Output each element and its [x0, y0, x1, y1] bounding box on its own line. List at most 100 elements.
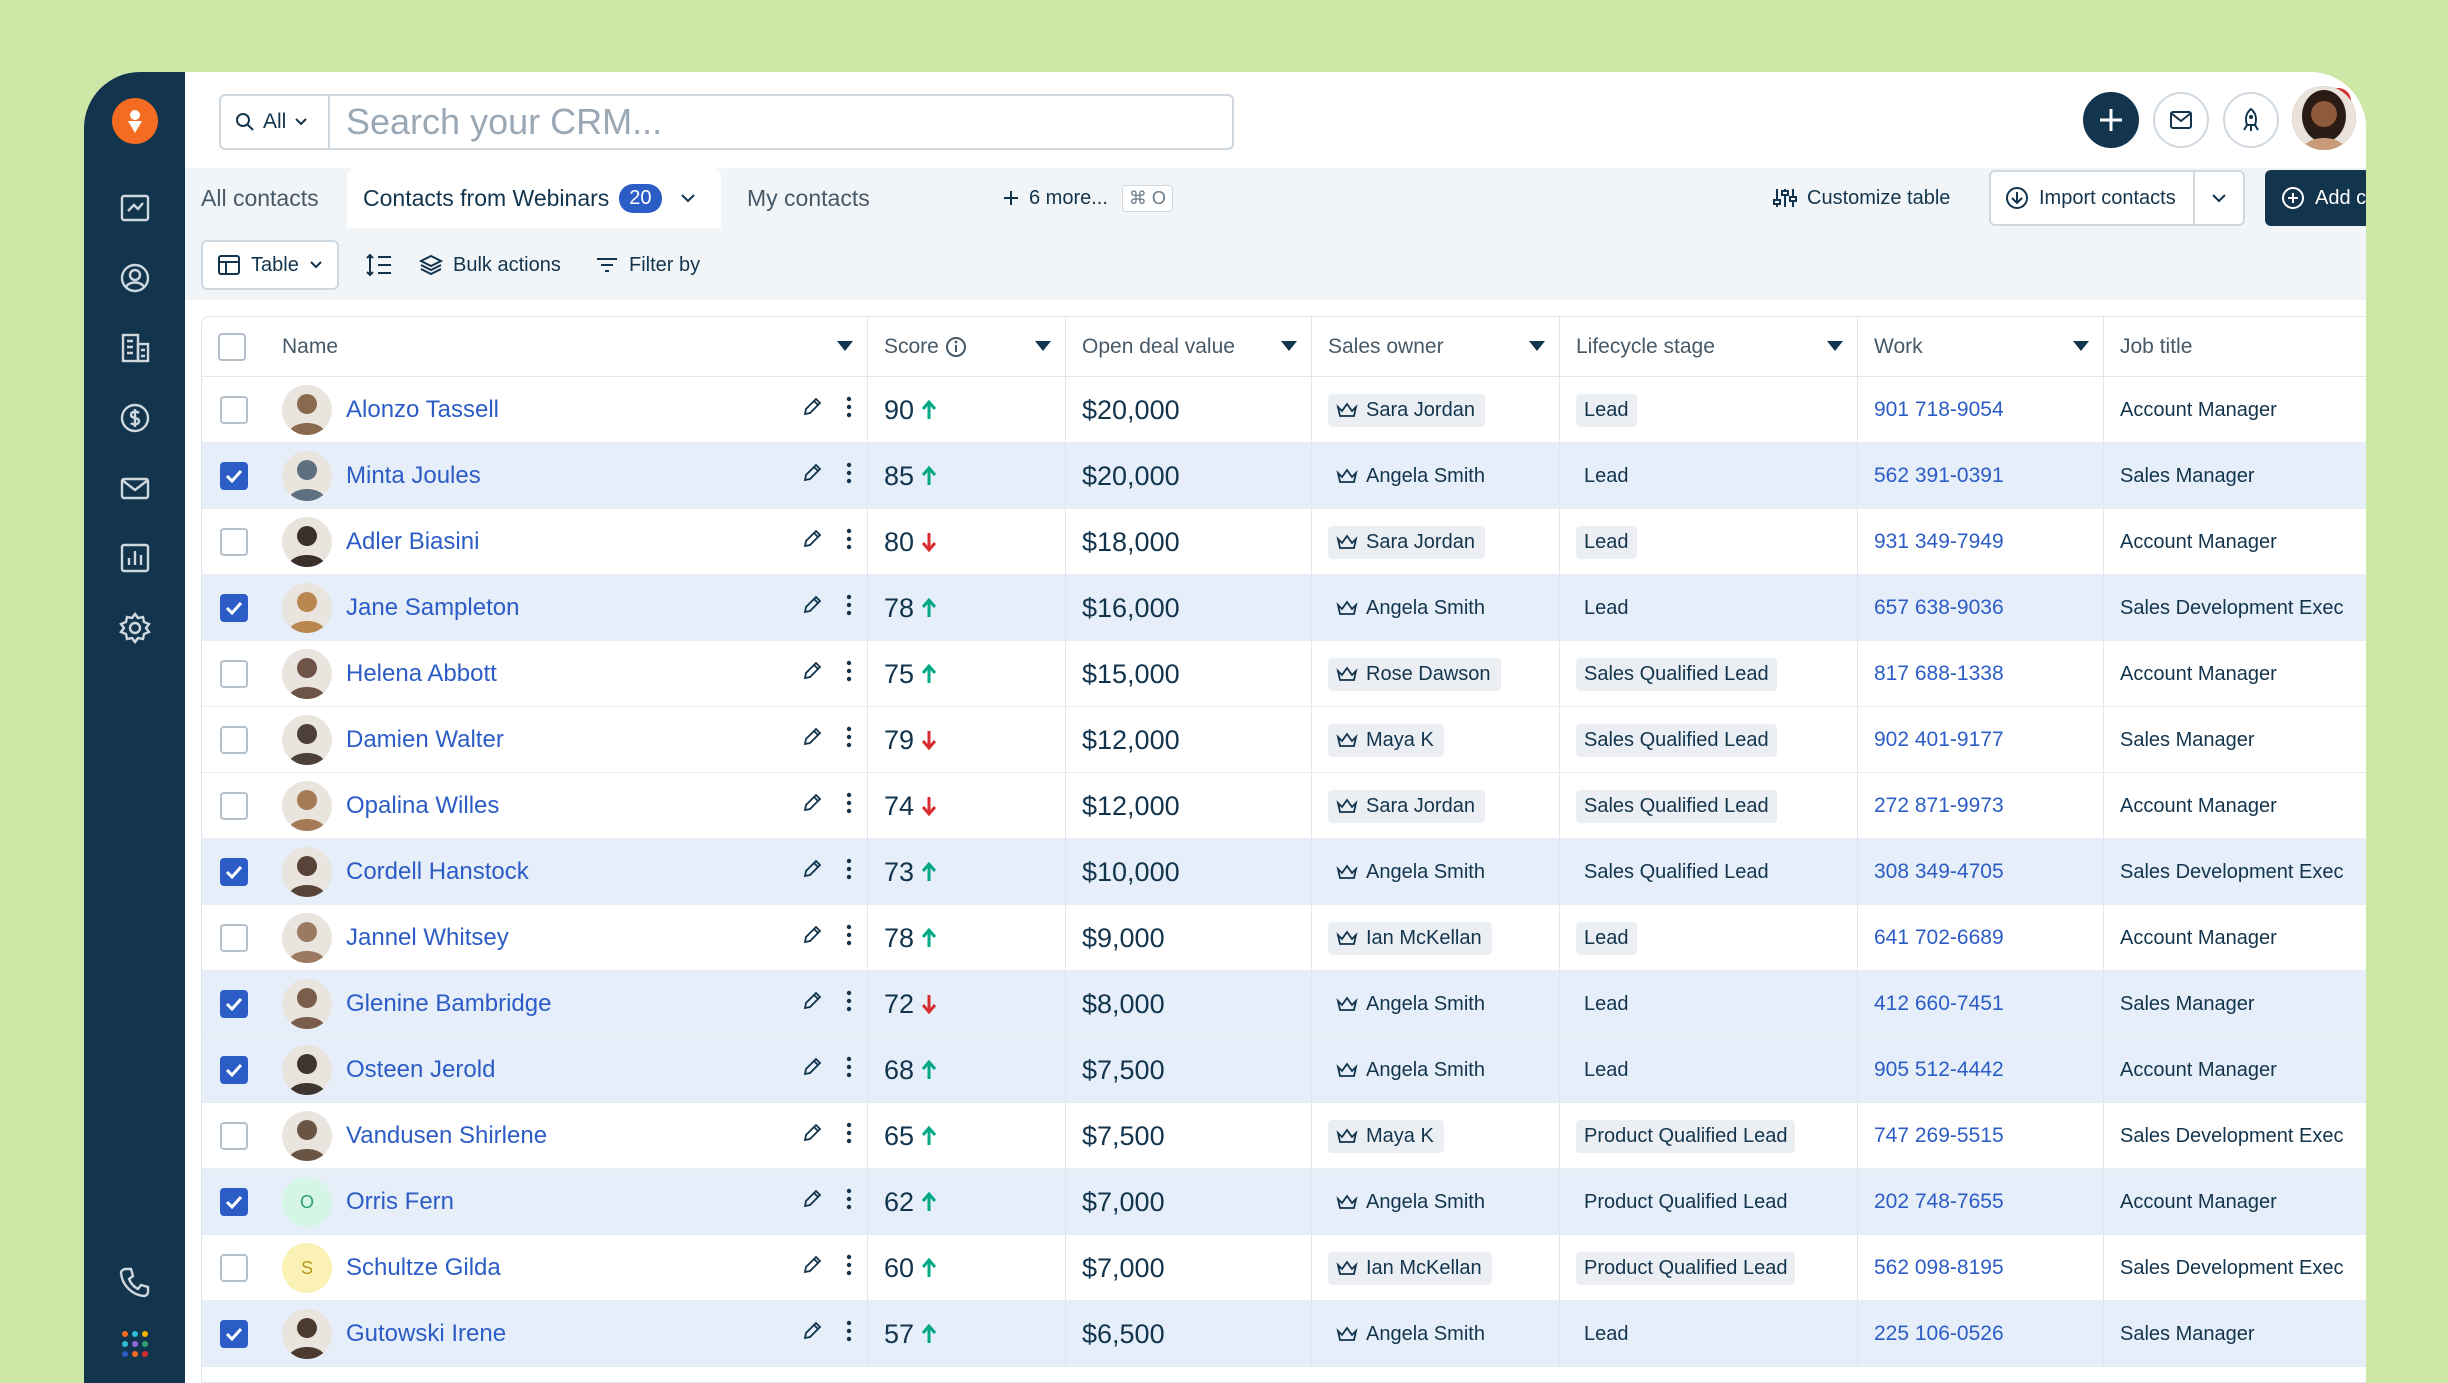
table-row[interactable]: Vandusen Shirlene 65 $7,500 Maya K Product Q…	[202, 1103, 2366, 1169]
edit-pencil-icon[interactable]	[801, 924, 823, 946]
contact-name-link[interactable]: Alonzo Tassell	[346, 396, 499, 423]
owner-pill[interactable]: Sara Jordan	[1328, 525, 1485, 559]
info-icon[interactable]	[945, 336, 967, 358]
contact-name-link[interactable]: Opalina Willes	[346, 792, 500, 819]
edit-pencil-icon[interactable]	[801, 396, 823, 418]
row-checkbox[interactable]	[220, 1188, 248, 1216]
search-input[interactable]: Search your CRM...	[330, 94, 1234, 150]
work-phone-link[interactable]: 817 688-1338	[1874, 662, 2004, 685]
edit-pencil-icon[interactable]	[801, 990, 823, 1012]
lifecycle-stage-pill[interactable]: Lead	[1576, 921, 1637, 955]
row-checkbox[interactable]	[220, 858, 248, 886]
lifecycle-stage-pill[interactable]: Product Qualified Lead	[1576, 1251, 1796, 1285]
owner-pill[interactable]: Maya K	[1328, 1119, 1444, 1153]
sort-caret-icon[interactable]	[1827, 341, 1843, 351]
contact-name-link[interactable]: Jannel Whitsey	[346, 924, 509, 951]
work-phone-link[interactable]: 272 871-9973	[1874, 794, 2004, 817]
row-checkbox[interactable]	[220, 1254, 248, 1282]
table-row[interactable]: Jane Sampleton 78 $16,000 Angela Smith Lead 6…	[202, 575, 2366, 641]
table-row[interactable]: S Schultze Gilda 60 $7,000 Ian McKellan Produ…	[202, 1235, 2366, 1301]
lifecycle-stage-pill[interactable]: Sales Qualified Lead	[1576, 657, 1777, 691]
column-name[interactable]: Name	[266, 317, 868, 377]
customize-table-button[interactable]: Customize table	[1773, 170, 1950, 226]
contact-name-link[interactable]: Minta Joules	[346, 462, 481, 489]
work-phone-link[interactable]: 412 660-7451	[1874, 992, 2004, 1015]
row-checkbox[interactable]	[220, 660, 248, 688]
lifecycle-stage-pill[interactable]: Lead	[1584, 596, 1629, 619]
bulk-actions-button[interactable]: Bulk actions	[419, 240, 561, 290]
lifecycle-stage-pill[interactable]: Sales Qualified Lead	[1584, 860, 1769, 883]
tab-contacts-from-webinars[interactable]: Contacts from Webinars 20	[347, 168, 721, 228]
column-open-deal-value[interactable]: Open deal value	[1066, 317, 1312, 377]
owner-pill[interactable]: Ian McKellan	[1328, 1251, 1492, 1285]
more-options-icon[interactable]	[845, 1319, 853, 1343]
sort-caret-icon[interactable]	[1035, 341, 1051, 351]
chevron-down-icon[interactable]	[680, 193, 696, 203]
settings-icon[interactable]	[115, 608, 155, 648]
table-row[interactable]: Damien Walter 79 $12,000 Maya K Sales Qualif…	[202, 707, 2366, 773]
edit-pencil-icon[interactable]	[801, 528, 823, 550]
column-lifecycle-stage[interactable]: Lifecycle stage	[1560, 317, 1858, 377]
lifecycle-stage-pill[interactable]: Product Qualified Lead	[1576, 1119, 1796, 1153]
work-phone-link[interactable]: 905 512-4442	[1874, 1058, 2004, 1081]
mail-icon[interactable]	[115, 468, 155, 508]
contact-name-link[interactable]: Schultze Gilda	[346, 1254, 501, 1281]
tab-my-contacts[interactable]: My contacts	[747, 184, 870, 211]
more-options-icon[interactable]	[845, 1187, 853, 1211]
work-phone-link[interactable]: 641 702-6689	[1874, 926, 2004, 949]
owner-pill[interactable]: Angela Smith	[1328, 988, 1495, 1021]
table-row[interactable]: Minta Joules 85 $20,000 Angela Smith Lead 562…	[202, 443, 2366, 509]
edit-pencil-icon[interactable]	[801, 594, 823, 616]
contact-name-link[interactable]: Damien Walter	[346, 726, 504, 753]
sort-caret-icon[interactable]	[1281, 341, 1297, 351]
more-options-icon[interactable]	[845, 1253, 853, 1277]
owner-pill[interactable]: Angela Smith	[1328, 592, 1495, 625]
row-checkbox[interactable]	[220, 990, 248, 1018]
dollar-icon[interactable]	[115, 398, 155, 438]
lifecycle-stage-pill[interactable]: Lead	[1584, 464, 1629, 487]
table-row[interactable]: Helena Abbott 75 $15,000 Rose Dawson Sales Q…	[202, 641, 2366, 707]
edit-pencil-icon[interactable]	[801, 792, 823, 814]
import-options-dropdown[interactable]	[2193, 170, 2245, 226]
edit-pencil-icon[interactable]	[801, 660, 823, 682]
owner-pill[interactable]: Angela Smith	[1328, 460, 1495, 493]
user-icon[interactable]	[115, 258, 155, 298]
table-row[interactable]: Jannel Whitsey 78 $9,000 Ian McKellan Lead 64…	[202, 905, 2366, 971]
table-row[interactable]: Alonzo Tassell 90 $20,000 Sara Jordan Lead 90…	[202, 377, 2366, 443]
contact-name-link[interactable]: Adler Biasini	[346, 528, 480, 555]
table-row[interactable]: Gutowski Irene 57 $6,500 Angela Smith Lead 22…	[202, 1301, 2366, 1367]
edit-pencil-icon[interactable]	[801, 462, 823, 484]
launch-button[interactable]	[2223, 92, 2279, 148]
create-new-button[interactable]	[2083, 92, 2139, 148]
lifecycle-stage-pill[interactable]: Lead	[1584, 1322, 1629, 1345]
lifecycle-stage-pill[interactable]: Lead	[1576, 393, 1637, 427]
owner-pill[interactable]: Angela Smith	[1328, 1318, 1495, 1351]
import-contacts-button[interactable]: Import contacts	[1989, 170, 2195, 226]
sort-caret-icon[interactable]	[1529, 341, 1545, 351]
work-phone-link[interactable]: 747 269-5515	[1874, 1124, 2004, 1147]
lifecycle-stage-pill[interactable]: Lead	[1584, 1058, 1629, 1081]
contacts-list-icon[interactable]	[115, 188, 155, 228]
user-avatar[interactable]	[2292, 86, 2356, 150]
row-density-button[interactable]	[365, 240, 393, 290]
reports-icon[interactable]	[115, 538, 155, 578]
lifecycle-stage-pill[interactable]: Sales Qualified Lead	[1576, 789, 1777, 823]
owner-pill[interactable]: Angela Smith	[1328, 1186, 1495, 1219]
row-checkbox[interactable]	[220, 1122, 248, 1150]
row-checkbox[interactable]	[220, 462, 248, 490]
apps-grid-icon[interactable]	[115, 1324, 155, 1364]
edit-pencil-icon[interactable]	[801, 726, 823, 748]
work-phone-link[interactable]: 225 106-0526	[1874, 1322, 2004, 1345]
edit-pencil-icon[interactable]	[801, 1320, 823, 1342]
owner-pill[interactable]: Sara Jordan	[1328, 789, 1485, 823]
lifecycle-stage-pill[interactable]: Product Qualified Lead	[1584, 1190, 1788, 1213]
more-options-icon[interactable]	[845, 923, 853, 947]
sort-caret-icon[interactable]	[2073, 341, 2089, 351]
work-phone-link[interactable]: 308 349-4705	[1874, 860, 2004, 883]
table-row[interactable]: Opalina Willes 74 $12,000 Sara Jordan Sales …	[202, 773, 2366, 839]
row-checkbox[interactable]	[220, 528, 248, 556]
work-phone-link[interactable]: 901 718-9054	[1874, 398, 2004, 421]
lifecycle-stage-pill[interactable]: Sales Qualified Lead	[1576, 723, 1777, 757]
row-checkbox[interactable]	[220, 1056, 248, 1084]
more-views-button[interactable]: 6 more... ⌘ O	[1001, 168, 1173, 228]
